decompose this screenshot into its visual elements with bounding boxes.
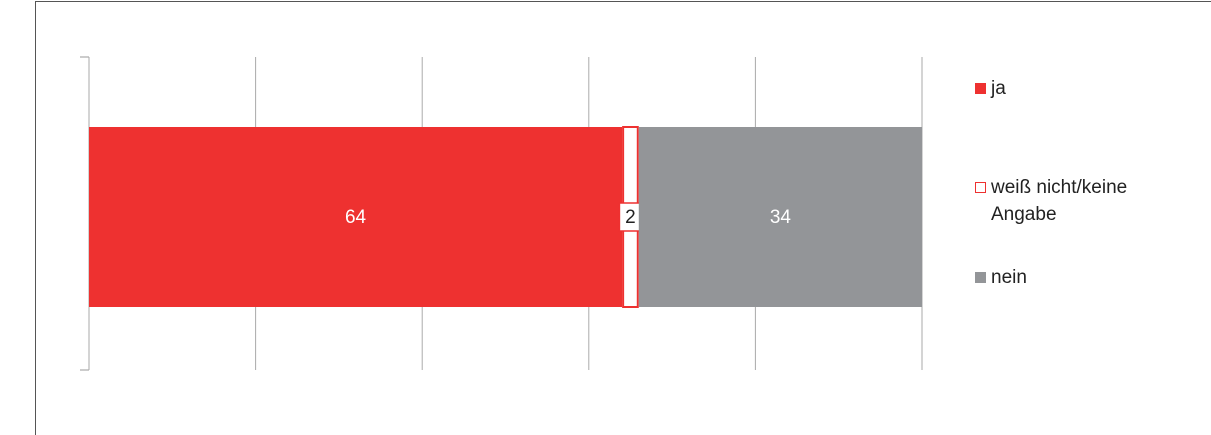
legend-swatch <box>975 182 986 193</box>
legend-label: ja <box>991 78 1006 99</box>
bar-segment <box>89 127 623 307</box>
data-label: 2 <box>625 207 636 228</box>
legend-label: nein <box>991 267 1027 288</box>
legend-item: nein <box>975 264 1181 291</box>
legend-item: weiß nicht/keine Angabe <box>975 174 1181 228</box>
chart-frame <box>35 1 1211 435</box>
data-label: 64 <box>345 207 367 228</box>
legend-item: ja <box>975 75 1181 102</box>
legend-swatch <box>975 83 986 94</box>
legend-swatch <box>975 272 986 283</box>
data-label: 34 <box>770 207 792 228</box>
bar-segment <box>638 127 922 307</box>
legend-label: weiß nicht/keine Angabe <box>991 177 1128 225</box>
